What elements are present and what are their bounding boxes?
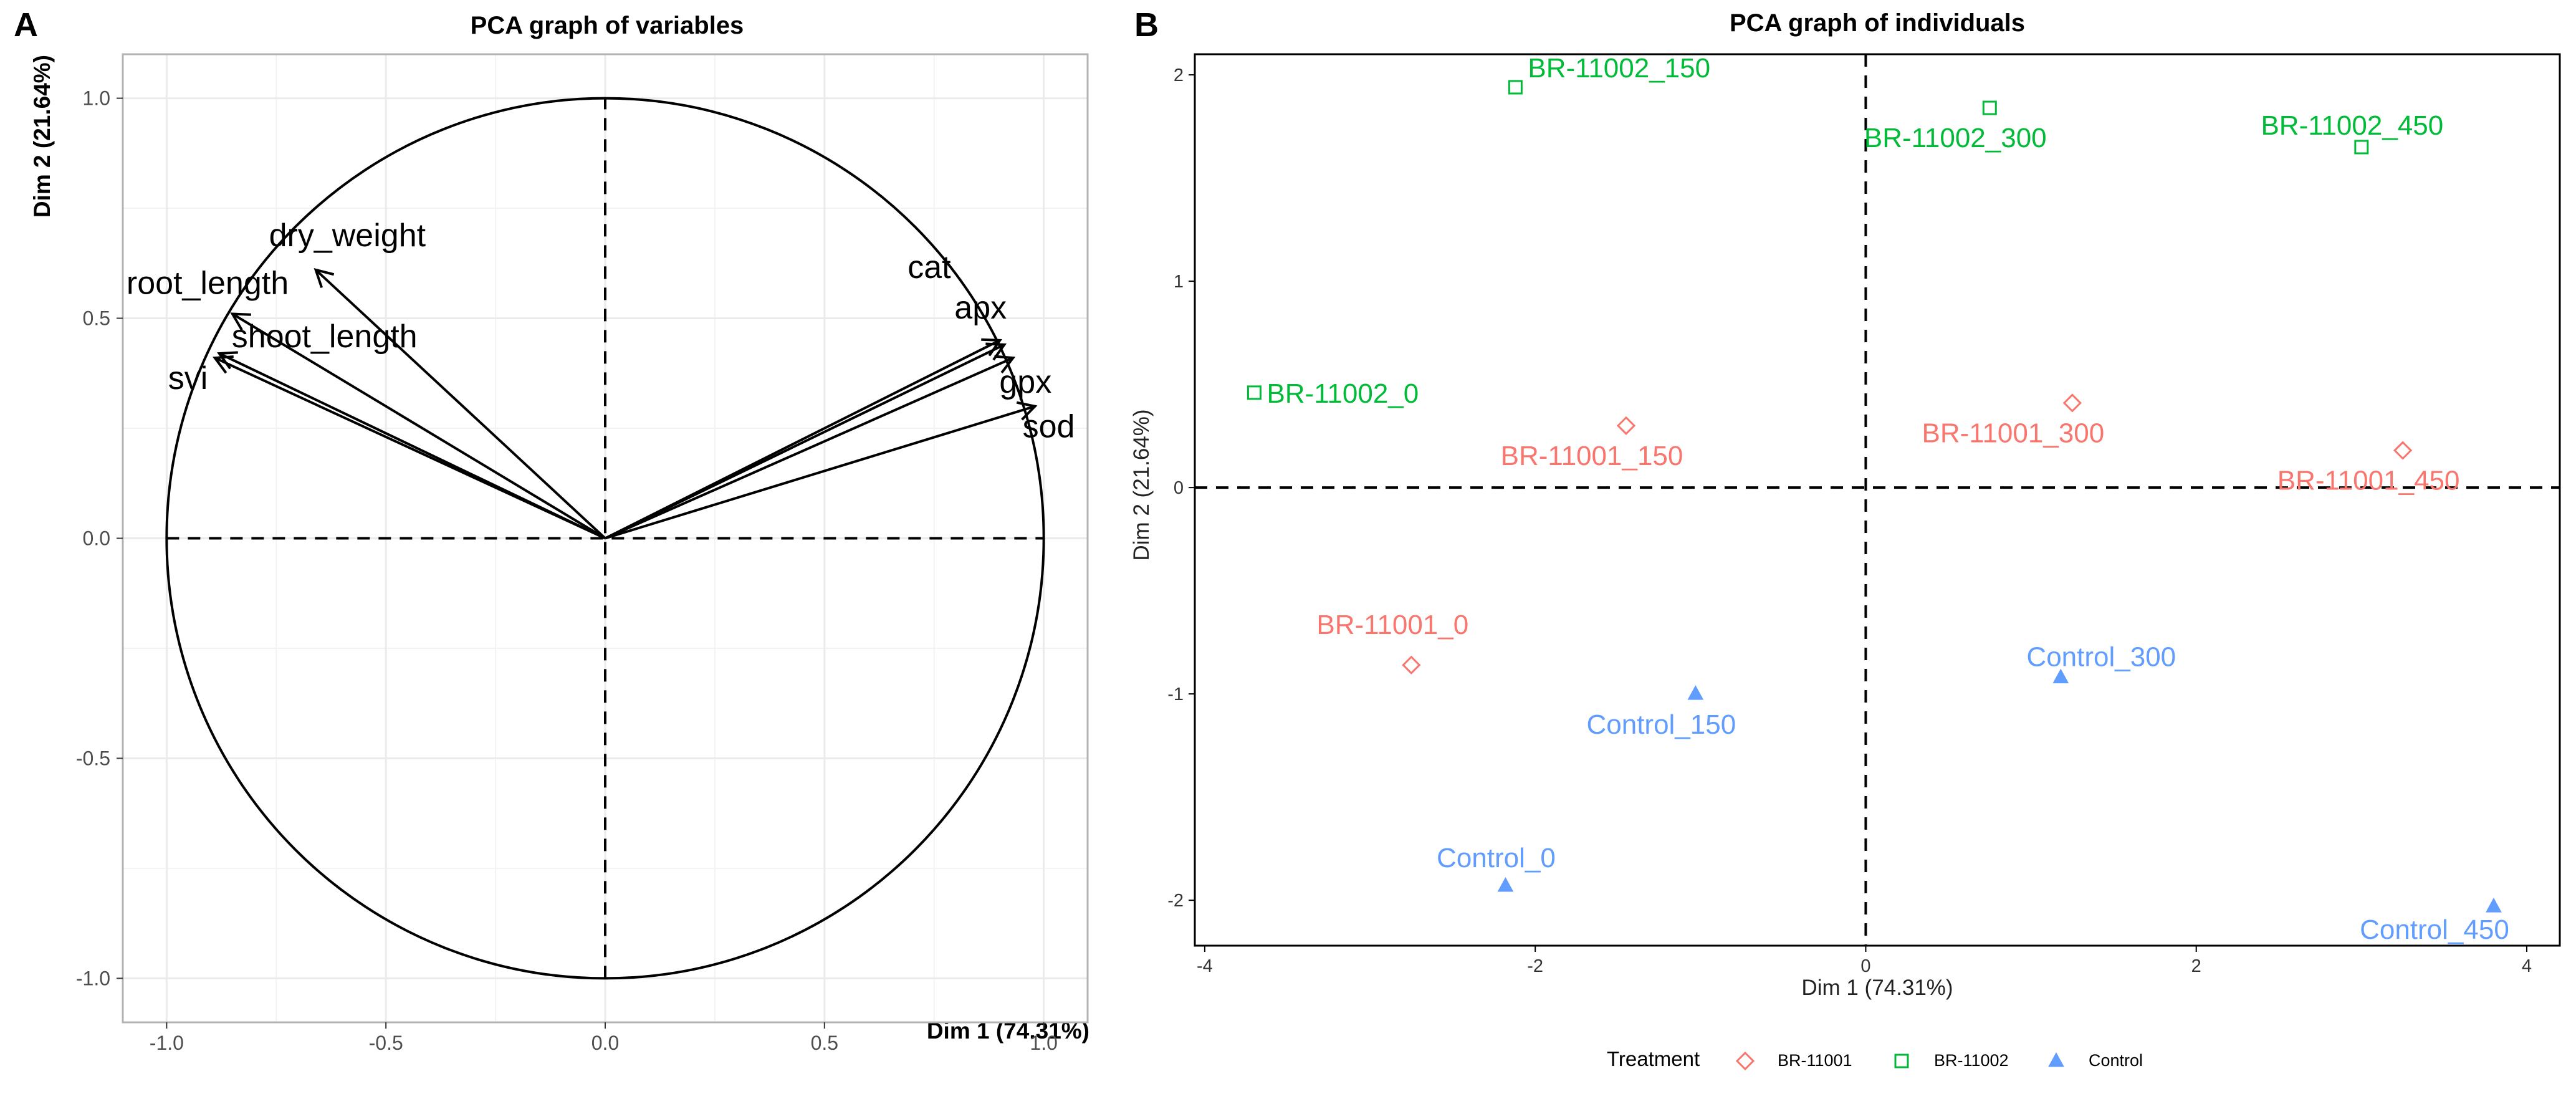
variable-arrow-gpx (605, 357, 1014, 540)
x-tick-label: 4 (2522, 956, 2532, 976)
x-tick-label: 0.5 (811, 1032, 838, 1054)
arrow-head-sod (1016, 401, 1038, 421)
arrow-head-root_length (230, 312, 251, 331)
y-tick-label: -1 (1167, 684, 1184, 704)
legend-key-BR-11001 (1735, 1051, 1755, 1071)
y-tick-label: 1 (1174, 272, 1184, 292)
point-label-BR-11001_150: BR-11001_150 (1501, 441, 1683, 471)
x-tick-label: -4 (1197, 956, 1213, 976)
point-BR-11001_150 (1616, 416, 1636, 435)
legend-label-Control: Control (2089, 1051, 2143, 1070)
correlation-circle (165, 97, 1045, 980)
point-label-BR-11001_0: BR-11001_0 (1316, 610, 1468, 640)
panel-a-plot: -1.0 -0.5 0.0 0.5 1.0 -1.0 -0.5 0.0 0.5 1.0 dry_we… (76, 53, 1089, 1054)
x-tick-label: 1.0 (1030, 1032, 1057, 1054)
panel-a-title: PCA graph of variables (471, 12, 744, 39)
variable-arrow-apx (605, 343, 1005, 540)
variable-arrow-sod (605, 405, 1036, 540)
legend-label-BR-11002: BR-11002 (1934, 1051, 2009, 1070)
y-tick-label: -1.0 (76, 967, 110, 989)
x-tick-label: -0.5 (369, 1032, 403, 1054)
y-tick-label: 0.5 (83, 307, 110, 330)
legend-key-Control (2048, 1052, 2064, 1067)
y-tick-label: 0.0 (83, 527, 110, 550)
variable-label-gpx: gpx (999, 364, 1051, 400)
y-tick-label: -2 (1167, 891, 1184, 911)
point-BR-11002_150 (1508, 80, 1523, 95)
x-tick-label: -2 (1527, 956, 1543, 976)
x-tick-label: 0.0 (591, 1032, 619, 1054)
x-tick-label: 2 (2191, 956, 2201, 976)
x-tick-label: 0 (1860, 956, 1870, 976)
point-label-BR-11002_450: BR-11002_450 (2261, 110, 2443, 141)
legend-items: BR-11001 BR-11002 Control (1735, 1051, 2143, 1071)
arrow-head-apx (985, 342, 1007, 361)
panel-b-ylabel: Dim 2 (21.64%) (1129, 409, 1154, 560)
point-label-BR-11002_0: BR-11002_0 (1266, 378, 1419, 409)
variable-label-root_length: root_length (127, 265, 289, 301)
point-BR-11002_0 (1247, 385, 1262, 400)
panel-b-xlabel: Dim 1 (74.31%) (1801, 976, 1953, 1000)
arrow-head-gpx (994, 355, 1016, 374)
plot-frame (1194, 53, 2561, 947)
point-Control_450 (2486, 898, 2502, 913)
legend-label-BR-11001: BR-11001 (1778, 1051, 1852, 1070)
y-tick-label: 1.0 (83, 87, 110, 110)
panel-a-ylabel: Dim 2 (21.64%) (29, 55, 55, 218)
panel-a-letter: A (14, 6, 38, 44)
point-BR-11001_300 (2062, 393, 2082, 413)
arrow-head-svi (212, 355, 234, 374)
point-BR-11001_0 (1402, 655, 1421, 674)
point-Control_150 (1687, 685, 1704, 700)
point-label-Control_300: Control_300 (2026, 642, 2176, 673)
point-BR-11001_450 (2393, 441, 2413, 460)
y-tick-label: -0.5 (76, 747, 110, 769)
variable-arrow-svi (214, 357, 606, 540)
legend-key-BR-11002 (1894, 1054, 1909, 1068)
legend-title: Treatment (1607, 1047, 1700, 1070)
variable-label-svi: svi (168, 360, 208, 396)
variable-label-apx: apx (954, 290, 1007, 326)
point-label-BR-11002_300: BR-11002_300 (1864, 123, 2047, 153)
point-Control_0 (1497, 876, 1514, 892)
point-label-Control_450: Control_450 (2360, 914, 2509, 945)
y-tick-label: 2 (1174, 65, 1184, 85)
panel-b-title: PCA graph of individuals (1730, 9, 2025, 37)
point-label-Control_0: Control_0 (1437, 843, 1556, 873)
arrow-head-dry_weight (314, 268, 335, 288)
point-BR-11002_450 (2354, 140, 2369, 155)
variable-arrow-dry_weight (315, 269, 606, 539)
variable-label-dry_weight: dry_weight (269, 218, 426, 254)
x-tick-label: -1.0 (150, 1032, 184, 1054)
point-label-BR-11001_450: BR-11001_450 (2277, 466, 2460, 496)
variable-label-shoot_length: shoot_length (232, 319, 418, 355)
panel-b-plot: -4 -2 0 2 4 -2 -1 0 1 2 BR-11001_0 BR-11001_150 BR-1… (1167, 53, 2561, 976)
variable-label-cat: cat (907, 249, 951, 286)
point-Control_300 (2052, 668, 2069, 684)
variable-arrow-root_length (231, 312, 606, 540)
point-label-BR-11001_300: BR-11001_300 (1922, 418, 2104, 448)
panel-b-letter: B (1134, 6, 1159, 44)
variable-label-sod: sod (1023, 409, 1075, 445)
point-label-BR-11002_150: BR-11002_150 (1528, 53, 1710, 84)
y-tick-label: 0 (1174, 478, 1184, 498)
point-BR-11002_300 (1982, 100, 1997, 115)
legend: Treatment BR-11001 BR-11002 Control (1607, 1047, 2143, 1071)
point-label-Control_150: Control_150 (1586, 709, 1736, 740)
